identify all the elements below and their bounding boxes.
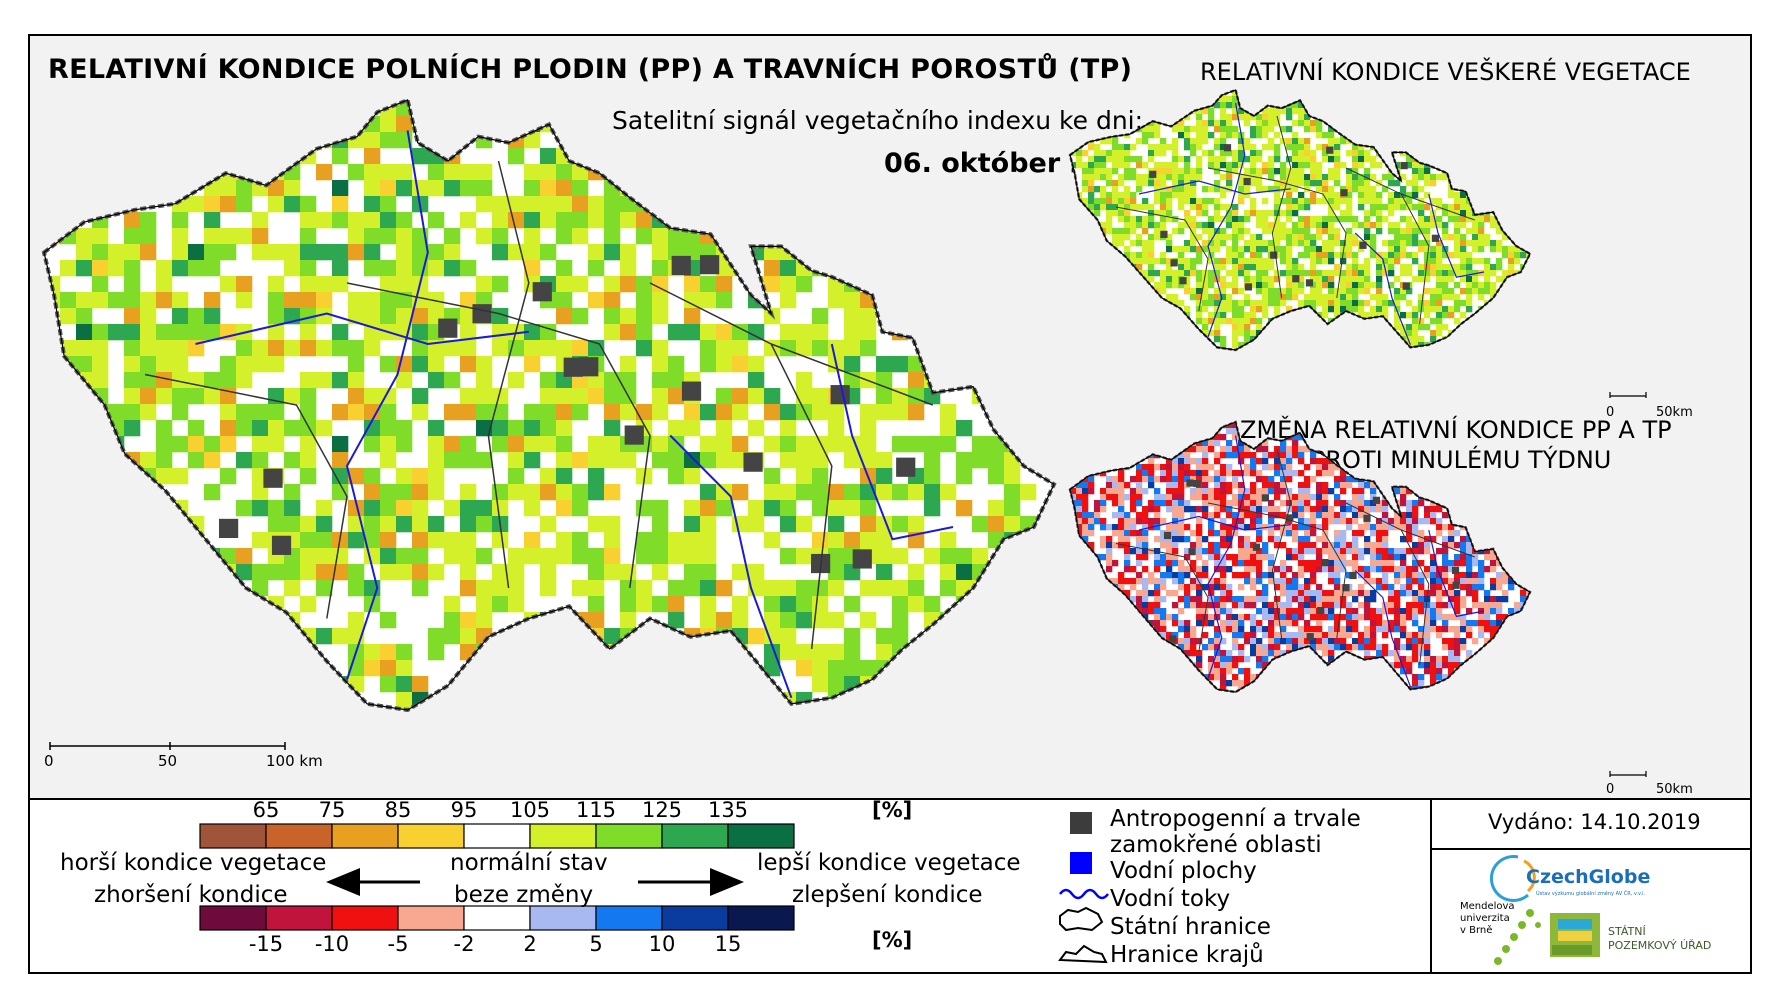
legend-tick-label: 2: [523, 932, 537, 956]
scale-label-50: 50: [158, 752, 177, 770]
logos-svg: CzechGlobe Ústav výzkumu globální změny …: [1460, 855, 1711, 965]
state-border-swatch: [1059, 906, 1104, 932]
legend-tick-label: 10: [648, 932, 676, 956]
map-sheet: RELATIVNÍ KONDICE POLNÍCH PLODIN (PP) A …: [28, 34, 1752, 974]
legend-water: Vodní plochy: [1110, 858, 1257, 884]
inset1-scale-bar: 0 50km: [1606, 392, 1693, 420]
legend-tick-label: 95: [450, 798, 478, 822]
left-arrow: [326, 868, 420, 896]
inset2-title-line2: OPROTI MINULÉMU TÝDNU: [1292, 446, 1612, 474]
legend-color-swatch: [397, 905, 465, 931]
legend-color-swatch: [595, 823, 663, 849]
legend-tick-label: 125: [641, 798, 683, 822]
legend-color-swatch: [199, 905, 267, 931]
subtitle: Satelitní signál vegetačního indexu ke d…: [612, 106, 1144, 135]
legend-tick-label: 15: [714, 932, 742, 956]
legend-tick-label: 75: [318, 798, 346, 822]
better-change-label: zlepšení kondice: [792, 882, 983, 908]
legend-tick-label: -2: [453, 932, 475, 956]
worse-condition-label: horší kondice vegetace: [60, 850, 327, 876]
legend-tick-label: -10: [314, 932, 350, 956]
legend-tick-label: 65: [252, 798, 280, 822]
legend-tick-label: 5: [589, 932, 603, 956]
legend-color-swatch: [397, 823, 465, 849]
right-arrow: [638, 868, 744, 896]
legend-color-swatch: [661, 823, 729, 849]
legend-color-swatch: [463, 823, 531, 849]
normal-state-label: normální stav: [450, 850, 608, 876]
legend-color-swatch: [529, 905, 597, 931]
condition-color-bar: [199, 823, 795, 849]
region-border-swatch: [1058, 944, 1108, 964]
legend-tick-label: 105: [509, 798, 551, 822]
legend-anthropogenic-2: zamokřené oblasti: [1110, 832, 1322, 858]
rivers-swatch: [1059, 888, 1109, 900]
legend-color-swatch: [331, 823, 399, 849]
main-title: RELATIVNÍ KONDICE POLNÍCH PLODIN (PP) A …: [48, 54, 1133, 85]
symbol-legend-svg: [1058, 812, 1109, 964]
legend-color-swatch: [199, 823, 267, 849]
worse-change-label: zhoršení kondice: [94, 882, 288, 908]
legend-color-swatch: [727, 905, 795, 931]
issued-date: Vydáno: 14.10.2019: [1488, 810, 1701, 834]
legend-state-border: Státní hranice: [1110, 914, 1271, 940]
main-map: [41, 97, 1057, 713]
legend-color-swatch: [265, 823, 333, 849]
inset2-scale-bar: 0 50km: [1606, 771, 1693, 797]
legend-divider-vertical: [1430, 798, 1432, 974]
change-inset-map: [1068, 420, 1532, 694]
legend-color-swatch: [727, 823, 795, 849]
legend-divider-horizontal: [1430, 848, 1750, 850]
legend-area: 65 75 85 95 105 115 125 135 -15 -10 -5 -2 2 5 10 15 [%…: [30, 798, 1750, 974]
condition-unit: [%]: [872, 798, 913, 822]
spu-logo: STÁTNÍ POZEMKOVÝ ÚŘAD: [1550, 913, 1711, 957]
anthropogenic-swatch: [1070, 812, 1092, 834]
water-swatch: [1070, 852, 1092, 874]
legend-tick-label: -5: [387, 932, 409, 956]
legend-color-swatch: [265, 905, 333, 931]
czechglobe-logo: CzechGlobe Ústav výzkumu globální změny …: [1489, 855, 1650, 903]
scale-label-0: 0: [44, 752, 54, 770]
legend-color-swatch: [331, 905, 399, 931]
map-area: RELATIVNÍ KONDICE POLNÍCH PLODIN (PP) A …: [30, 36, 1750, 800]
legend-tick-label: -15: [248, 932, 284, 956]
change-color-bar: [199, 905, 795, 931]
legend-color-swatch: [595, 905, 663, 931]
main-scale-bar: 0 50 100 km: [44, 742, 323, 770]
no-change-label: beze změny: [454, 882, 594, 908]
mendel-university-logo: Mendelova univerzita v Brně: [1460, 901, 1541, 965]
scale-legend-svg: [199, 823, 795, 931]
inset1-title: RELATIVNÍ KONDICE VEŠKERÉ VEGETACE: [1200, 58, 1691, 86]
inset2-title-line1: ZMĚNA RELATIVNÍ KONDICE PP A TP: [1240, 416, 1672, 444]
legend-anthropogenic-1: Antropogenní a trvale: [1110, 806, 1361, 832]
legend-regions: Hranice krajů: [1110, 942, 1264, 968]
better-condition-label: lepší kondice vegetace: [757, 850, 1021, 876]
legend-color-swatch: [529, 823, 597, 849]
legend-tick-label: 115: [575, 798, 617, 822]
legend-tick-label: 135: [707, 798, 749, 822]
change-unit: [%]: [872, 928, 913, 952]
legend-color-swatch: [463, 905, 531, 931]
legend-rivers: Vodní toky: [1110, 886, 1231, 912]
maps-svg: 0 50 100 km 0 50km 0 50km: [41, 88, 1693, 797]
legend-color-swatch: [661, 905, 729, 931]
vegetation-inset-map: [1068, 88, 1532, 352]
legend-tick-label: 85: [384, 798, 412, 822]
scale-label-100: 100 km: [266, 752, 323, 770]
